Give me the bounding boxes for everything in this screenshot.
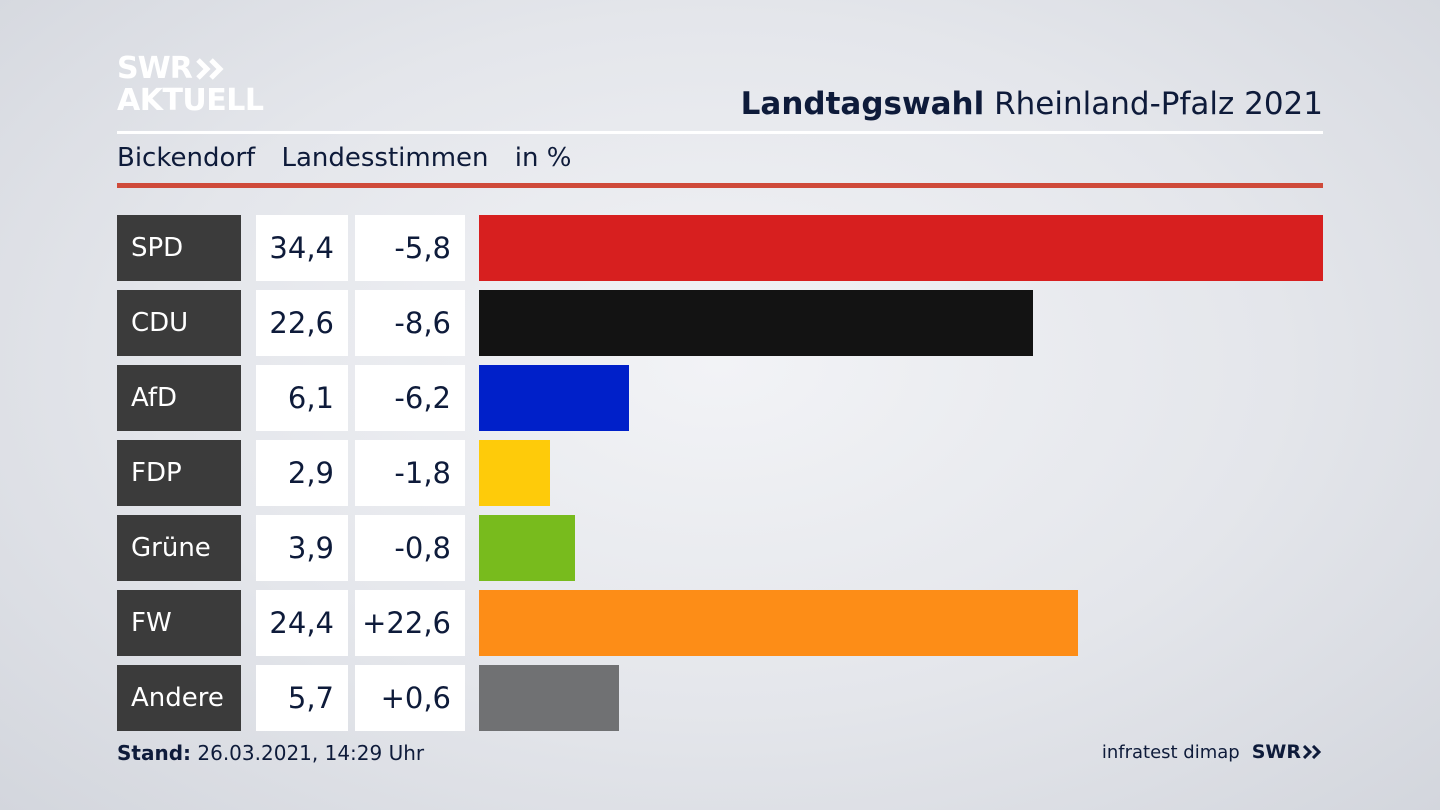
chart-row: FW 24,4 +22,6 (117, 590, 1323, 656)
chart-row: CDU 22,6 -8,6 (117, 290, 1323, 356)
location-label: Bickendorf (117, 143, 256, 173)
chart-row: SPD 34,4 -5,8 (117, 215, 1323, 281)
diff-label: -1,8 (355, 440, 465, 506)
page-title: Landtagswahl Rheinland-Pfalz 2021 (741, 86, 1323, 122)
party-label: FW (117, 590, 241, 656)
measure-label: Landesstimmen (281, 143, 489, 173)
logo-line2: AKTUELL (117, 83, 264, 118)
source-label: infratest dimap (1101, 741, 1240, 763)
unit-label: in % (514, 143, 572, 173)
chart-row: FDP 2,9 -1,8 (117, 440, 1323, 506)
bar-andere (479, 665, 619, 731)
diff-label: +0,6 (355, 665, 465, 731)
bar-spd (479, 215, 1323, 281)
party-label: FDP (117, 440, 241, 506)
source-credit: infratest dimap SWR (1102, 741, 1323, 763)
party-label: Grüne (117, 515, 241, 581)
bar-grüne (479, 515, 575, 581)
bar-cdu (479, 290, 1033, 356)
subtitle: Bickendorf Landesstimmen in % (117, 143, 589, 173)
double-chevron-icon (196, 58, 224, 80)
logo-line1: SWR (117, 51, 193, 86)
stand-value: 26.03.2021, 14:29 Uhr (197, 741, 425, 765)
chart-row: Grüne 3,9 -0,8 (117, 515, 1323, 581)
value-label: 2,9 (256, 440, 348, 506)
value-label: 24,4 (256, 590, 348, 656)
swr-aktuell-logo: SWR AKTUELL (117, 53, 264, 117)
diff-label: -5,8 (355, 215, 465, 281)
value-label: 6,1 (256, 365, 348, 431)
party-label: Andere (117, 665, 241, 731)
party-label: AfD (117, 365, 241, 431)
party-label: SPD (117, 215, 241, 281)
chart-row: Andere 5,7 +0,6 (117, 665, 1323, 731)
header-divider (117, 131, 1323, 134)
bar-fw (479, 590, 1078, 656)
title-rest: Rheinland-Pfalz 2021 (994, 86, 1323, 122)
bar-afd (479, 365, 629, 431)
diff-label: -0,8 (355, 515, 465, 581)
diff-label: +22,6 (355, 590, 465, 656)
value-label: 5,7 (256, 665, 348, 731)
footer-brand-label: SWR (1251, 741, 1301, 763)
accent-divider (117, 183, 1323, 188)
footer-brand: SWR (1252, 741, 1323, 763)
party-label: CDU (117, 290, 241, 356)
chart-row: AfD 6,1 -6,2 (117, 365, 1323, 431)
title-bold: Landtagswahl (740, 86, 985, 122)
value-label: 3,9 (256, 515, 348, 581)
stand-label: Stand: (117, 741, 192, 765)
timestamp: Stand: 26.03.2021, 14:29 Uhr (117, 741, 424, 765)
diff-label: -8,6 (355, 290, 465, 356)
value-label: 34,4 (256, 215, 348, 281)
bar-fdp (479, 440, 550, 506)
value-label: 22,6 (256, 290, 348, 356)
diff-label: -6,2 (355, 365, 465, 431)
double-chevron-icon (1303, 745, 1322, 759)
